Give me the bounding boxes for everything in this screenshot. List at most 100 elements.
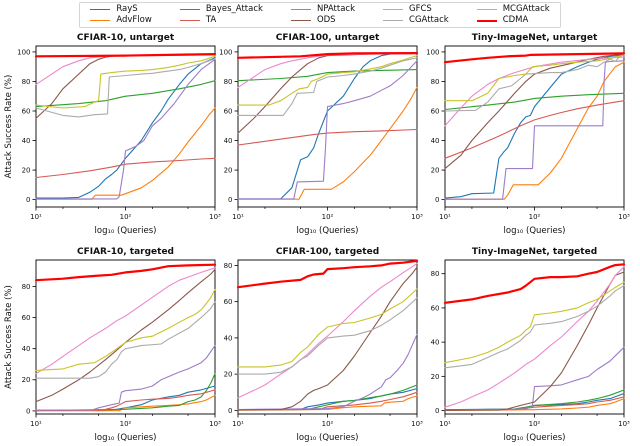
subplot-title: Tiny-ImageNet, targeted <box>472 247 597 257</box>
legend-item-bayes_attack: Bayes_Attack <box>179 4 263 15</box>
legend-label: NPAttack <box>316 4 356 14</box>
x-axis-label: log₁₀ (Queries) <box>95 226 157 236</box>
series-line-cdma <box>236 259 419 289</box>
y-tick-label: 20 <box>22 376 31 384</box>
y-axis-label: Attack Success Rate (%) <box>4 285 14 389</box>
y-tick-label: 80 <box>224 262 233 270</box>
series-line-mcgattack <box>444 281 625 364</box>
legend-item-gfcs: GFCS <box>383 4 449 15</box>
ods-line-swatch <box>290 20 311 21</box>
x-tick-label: 10¹ <box>439 420 451 428</box>
series-line-mcgattack <box>237 55 418 106</box>
y-tick-label: 60 <box>22 107 31 115</box>
gfcs-line-swatch <box>383 9 404 10</box>
y-tick-label: 40 <box>224 334 233 342</box>
y-tick-label: 60 <box>431 107 440 115</box>
y-tick-label: 0 <box>435 407 439 415</box>
mcgattack-line-swatch <box>476 9 497 10</box>
x-tick-label: 10¹ <box>439 213 451 221</box>
series-line-gfcs <box>444 56 625 127</box>
subplot-cfiar-100-targeted: CFIAR-100, targeted 0 20 40 60 80 10¹ 10² 10³ log… <box>224 247 423 443</box>
y-tick-label: 0 <box>26 407 30 415</box>
series-line-bayes-attack <box>444 389 625 411</box>
series-line-cdma <box>34 52 217 58</box>
y-tick-label: 60 <box>22 314 31 322</box>
legend-label: Bayes_Attack <box>205 4 263 14</box>
subplot-cfiar-10-targeted: CFIAR-10, targeted 0 20 40 60 80 10¹ 10² 10³ log₁… <box>4 247 221 443</box>
legend-item-cdma: CDMA <box>476 15 550 26</box>
series-line-mcgattack <box>444 54 625 102</box>
series-line-npattack <box>237 60 418 200</box>
series-line-cdma <box>34 263 217 282</box>
legend-item-ods: ODS <box>290 15 355 26</box>
x-tick-label: 10² <box>120 213 132 221</box>
y-tick-label: 20 <box>224 371 233 379</box>
legend: RayS AdvFlow Bayes_Attack TA NPAttack ODS GFCS… <box>0 2 640 28</box>
series-line-npattack <box>35 345 216 411</box>
series-line-advflow <box>444 398 625 411</box>
series-line-bayes-attack <box>237 69 418 82</box>
advflow-line-swatch <box>90 20 111 21</box>
series-line-npattack <box>444 60 625 200</box>
series-line-cdma <box>236 51 419 59</box>
subplot-cfiar-10-untarget: CFIAR-10, untarget 0 20 40 60 80 100 10¹ 10² 10³ l… <box>4 33 221 236</box>
series-line-mcgattack <box>35 55 216 109</box>
series-line-gfcs <box>35 54 216 85</box>
series-line-cdma <box>443 263 626 304</box>
series-line-cgattack <box>35 301 216 379</box>
y-tick-label: 60 <box>224 107 233 115</box>
cgattack-line-swatch <box>383 20 404 21</box>
x-tick-label: 10³ <box>209 213 221 221</box>
y-tick-label: 20 <box>224 166 233 174</box>
legend-box: RayS AdvFlow Bayes_Attack TA NPAttack ODS GFCS… <box>79 2 561 28</box>
x-tick-label: 10³ <box>618 213 630 221</box>
subplot-title: CFIAR-100, targeted <box>276 247 379 257</box>
rays-line-swatch <box>90 9 111 10</box>
legend-label: ODS <box>316 15 336 25</box>
legend-item-mcgattack: MCGAttack <box>476 4 550 15</box>
y-tick-label: 40 <box>22 345 31 353</box>
series-line-npattack <box>35 58 216 200</box>
y-tick-label: 80 <box>431 78 440 86</box>
series-line-ta <box>35 157 216 179</box>
series-line-advflow <box>237 395 418 411</box>
legend-item-rays: RayS <box>90 4 152 15</box>
legend-item-ta: TA <box>179 15 263 26</box>
y-tick-label: 60 <box>224 298 233 306</box>
legend-label: MCGAttack <box>502 4 550 14</box>
series-line-rays <box>35 57 216 199</box>
y-tick-label: 20 <box>431 373 440 381</box>
y-axis-label: Attack Success Rate (%) <box>4 75 14 179</box>
series-line-advflow <box>237 86 418 200</box>
subplot-tiny-imagenet-targeted: Tiny-ImageNet, targeted 0 20 40 60 80 10¹ 10² 10… <box>431 247 630 443</box>
y-tick-label: 80 <box>431 270 440 278</box>
legend-label: CDMA <box>502 15 529 25</box>
x-axis-label: log₁₀ (Queries) <box>95 433 157 443</box>
subplot-cfiar-100-untarget: CFIAR-100, untarget 0 20 40 60 80 100 10¹ 10² 10³… <box>219 33 423 236</box>
x-tick-label: 10³ <box>618 420 630 428</box>
legend-label: AdvFlow <box>116 15 152 25</box>
y-tick-label: 0 <box>228 407 232 415</box>
x-tick-label: 10² <box>529 420 541 428</box>
ta-line-swatch <box>179 20 200 21</box>
series-line-ods <box>237 266 418 411</box>
y-tick-label: 40 <box>431 339 440 347</box>
x-tick-label: 10² <box>120 420 132 428</box>
y-tick-label: 0 <box>26 196 30 204</box>
y-tick-label: 100 <box>426 48 439 56</box>
series-line-gfcs <box>237 263 418 399</box>
x-tick-label: 10² <box>529 213 541 221</box>
y-tick-label: 80 <box>22 283 31 291</box>
series-line-ods <box>444 53 625 170</box>
y-tick-label: 80 <box>224 78 233 86</box>
y-tick-label: 20 <box>22 166 31 174</box>
cdma-line-swatch <box>476 19 497 22</box>
legend-label: CGAttack <box>409 15 449 25</box>
subplot-title: Tiny-ImageNet, untarget <box>472 33 598 43</box>
npattack-line-swatch <box>290 9 311 10</box>
bayes_attack-line-swatch <box>179 9 200 10</box>
x-axis-label: log₁₀ (Queries) <box>297 433 359 443</box>
series-line-advflow <box>35 107 216 200</box>
subplot-title: CFIAR-100, untarget <box>276 33 380 43</box>
